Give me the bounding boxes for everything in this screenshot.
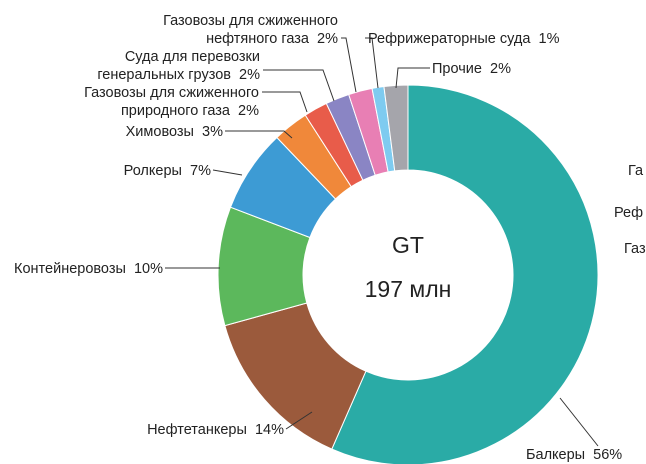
clipped-text: Газ bbox=[624, 241, 646, 257]
category-name: Контейнеровозы bbox=[14, 261, 126, 277]
segment-label: Химовозы 3% bbox=[126, 123, 223, 141]
category-name: Прочие bbox=[432, 61, 482, 77]
category-name: Балкеры bbox=[526, 447, 586, 463]
leader-line bbox=[285, 411, 313, 430]
value-label: 10% bbox=[133, 261, 163, 277]
leader-line bbox=[212, 169, 243, 176]
value-label: 2% bbox=[317, 31, 338, 47]
leader-line bbox=[225, 130, 293, 139]
segment-label: Рефрижераторные суда 1% bbox=[368, 30, 559, 48]
clipped-text: Га bbox=[628, 163, 644, 179]
segment-label: Контейнеровозы 10% bbox=[14, 260, 163, 278]
segment-label: Балкеры 56% bbox=[526, 446, 622, 464]
clipped-label: Газ bbox=[624, 240, 646, 258]
value-label: 2% bbox=[239, 67, 260, 83]
leader-line bbox=[395, 67, 430, 89]
leader-line bbox=[341, 37, 357, 93]
donut-segment bbox=[383, 84, 409, 172]
value-label: 1% bbox=[538, 31, 560, 47]
center-subtitle: 197 млн bbox=[364, 276, 452, 302]
segment-label: Газовозы для сжиженного природного газа … bbox=[84, 84, 259, 120]
value-label: 2% bbox=[238, 103, 259, 119]
clipped-text: Реф bbox=[614, 205, 644, 221]
segment-label: Суда для перевозки генеральных грузов 2% bbox=[97, 48, 260, 84]
value-label: 3% bbox=[202, 124, 223, 140]
segment-label: Ролкеры 7% bbox=[124, 162, 211, 180]
category-name: Ролкеры bbox=[123, 163, 182, 179]
center-title: GT bbox=[392, 232, 424, 258]
value-label: 7% bbox=[190, 163, 211, 179]
category-name: Газовозы для сжиженного природного газа bbox=[84, 85, 259, 119]
category-name: Газовозы для сжиженного нефтяного газа bbox=[163, 13, 338, 47]
category-name: Рефрижераторные суда bbox=[368, 31, 531, 47]
category-name: Химовозы bbox=[125, 124, 194, 140]
leader-line bbox=[365, 37, 379, 89]
value-label: 2% bbox=[490, 61, 511, 77]
value-label: 56% bbox=[593, 447, 623, 463]
clipped-label: Га bbox=[628, 162, 643, 180]
category-name: Суда для перевозки генеральных грузов bbox=[97, 49, 260, 83]
clipped-label: Реф bbox=[614, 204, 643, 222]
segment-label: Газовозы для сжиженного нефтяного газа 2… bbox=[163, 12, 338, 48]
category-name: Нефтетанкеры bbox=[147, 422, 247, 438]
value-label: 14% bbox=[254, 422, 284, 438]
segment-label: Прочие 2% bbox=[432, 60, 511, 78]
leader-line bbox=[559, 397, 599, 447]
leader-line bbox=[263, 69, 335, 102]
segment-label: Нефтетанкеры 14% bbox=[147, 421, 284, 439]
leader-line bbox=[262, 91, 308, 113]
donut-segment bbox=[331, 84, 599, 464]
